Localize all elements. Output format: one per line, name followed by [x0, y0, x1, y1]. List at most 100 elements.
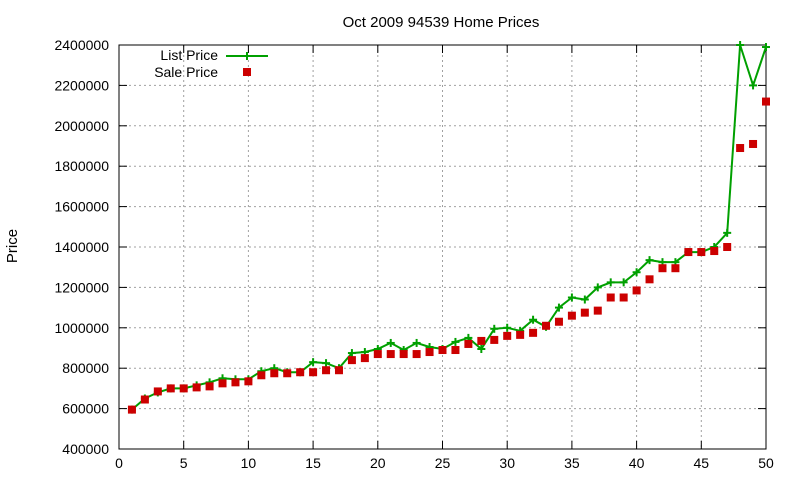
x-tick-label: 0: [115, 455, 123, 471]
x-tick-label: 10: [241, 455, 257, 471]
sale-price-point: [205, 382, 214, 391]
sale-price-point: [347, 356, 356, 365]
x-tick-label: 45: [694, 455, 710, 471]
y-tick-label: 800000: [62, 360, 109, 376]
sale-price-point: [425, 348, 434, 357]
sale-price-point: [580, 308, 589, 317]
sale-price-point: [632, 286, 641, 295]
x-tick-label: 15: [305, 455, 321, 471]
sale-price-point: [684, 248, 693, 257]
y-tick-label: 1400000: [54, 239, 109, 255]
list-price-point: [322, 359, 331, 368]
grid: [119, 45, 766, 449]
sale-price-point: [373, 350, 382, 359]
list-price-point: [567, 293, 576, 302]
list-price-point: [529, 315, 538, 324]
sale-price-point: [477, 336, 486, 345]
sale-price-point: [658, 264, 667, 273]
sale-price-point: [309, 368, 318, 377]
legend-label-list-price: List Price: [160, 47, 218, 63]
y-tick-label: 2000000: [54, 118, 109, 134]
y-tick-label: 2200000: [54, 77, 109, 93]
list-price-point: [477, 345, 486, 354]
list-price-point: [606, 278, 615, 287]
x-tick-label: 30: [499, 455, 515, 471]
sale-price-point: [231, 378, 240, 387]
list-price-point: [386, 338, 395, 347]
y-tick-label: 600000: [62, 401, 109, 417]
sale-price-point: [697, 248, 706, 257]
list-price-point: [736, 41, 745, 49]
x-tick-label: 50: [758, 455, 774, 471]
legend-label-sale-price: Sale Price: [154, 64, 218, 80]
sale-price-point: [399, 350, 408, 359]
sale-price-point: [749, 139, 758, 148]
sale-price-point: [671, 264, 680, 273]
list-price-point: [490, 324, 499, 333]
x-tick-label: 25: [435, 455, 451, 471]
sale-price-point: [619, 293, 628, 302]
y-tick-label: 2400000: [54, 37, 109, 53]
list-price-point: [412, 338, 421, 347]
sale-price-point: [127, 405, 136, 414]
y-axis-label: Price: [4, 229, 21, 263]
sale-price-point: [296, 368, 305, 377]
sale-price-point: [386, 350, 395, 359]
sale-price-point: [438, 346, 447, 355]
sale-price-point: [451, 346, 460, 355]
y-tick-label: 1600000: [54, 199, 109, 215]
list-price-point: [632, 268, 641, 277]
list-price-point: [749, 81, 758, 90]
sale-price-point: [153, 387, 162, 396]
sale-price-point: [516, 330, 525, 339]
axis-ticks: 400000 600000 800000 1000000 1200000 1400000 1…: [54, 37, 774, 471]
x-tick-label: 20: [370, 455, 386, 471]
list-price-point: [309, 358, 318, 367]
sale-price-point: [606, 293, 615, 302]
sale-price-point: [218, 379, 227, 388]
sale-price-point: [542, 321, 551, 330]
x-tick-label: 35: [564, 455, 580, 471]
y-tick-label: 400000: [62, 441, 109, 457]
sale-price-point: [503, 331, 512, 340]
list-price-point: [580, 295, 589, 304]
sale-price-point: [257, 371, 266, 380]
sale-price-point: [490, 335, 499, 344]
sale-price-point: [736, 144, 745, 153]
list-price-point: [645, 256, 654, 265]
sale-price-point: [322, 366, 331, 375]
list-price-point: [503, 323, 512, 332]
sale-price-point: [554, 317, 563, 326]
list-price-point: [723, 228, 732, 237]
legend-swatch-sale-price: [243, 68, 251, 76]
list-price-point: [619, 278, 628, 287]
y-tick-label: 1800000: [54, 158, 109, 174]
sale-price-point: [412, 350, 421, 359]
list-price-line: [131, 44, 767, 411]
sale-price-point: [360, 354, 369, 363]
sale-price-point: [529, 328, 538, 337]
list-price-point: [451, 337, 460, 346]
sale-price-point: [334, 366, 343, 375]
sale-price-point: [140, 395, 149, 404]
x-tick-label: 5: [180, 455, 188, 471]
sale-price-point: [593, 306, 602, 315]
sale-price-point: [270, 369, 279, 378]
sale-price-point: [464, 339, 473, 348]
chart-title: Oct 2009 94539 Home Prices: [343, 14, 540, 31]
list-price-point: [554, 303, 563, 312]
sale-price-point: [283, 369, 292, 378]
sale-price-point: [762, 97, 770, 106]
sale-price-point: [166, 384, 175, 393]
y-tick-label: 1200000: [54, 279, 109, 295]
sale-price-point: [192, 383, 201, 392]
sale-price-point: [567, 311, 576, 320]
sale-price-point: [645, 275, 654, 284]
list-price-point: [593, 283, 602, 292]
y-tick-label: 1000000: [54, 320, 109, 336]
sale-price-series: [127, 97, 770, 414]
sale-price-point: [710, 247, 719, 256]
list-price-point: [347, 349, 356, 358]
